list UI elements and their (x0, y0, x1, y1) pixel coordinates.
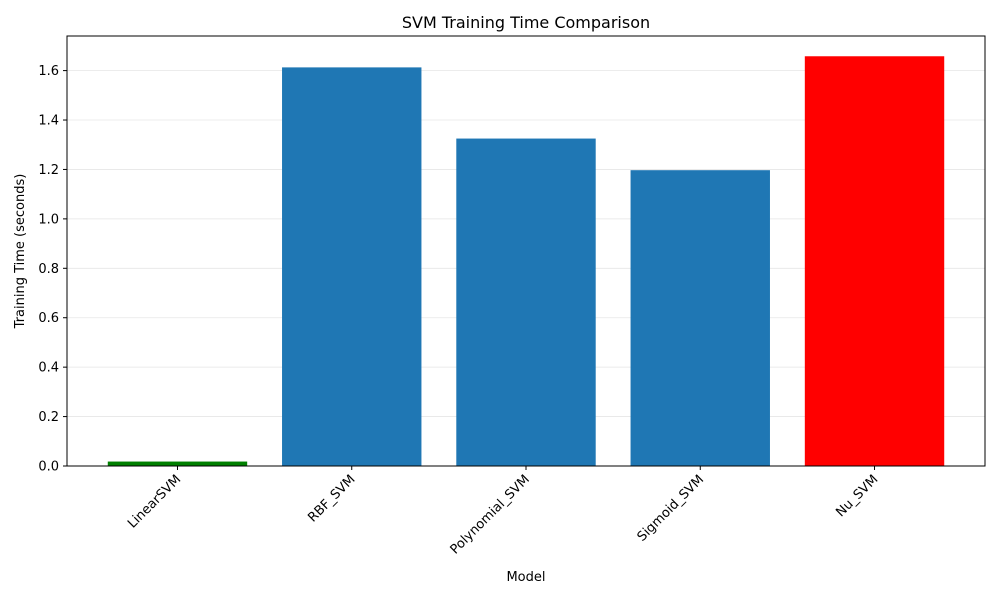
bars (107, 56, 945, 467)
y-tick-label: 1.4 (38, 114, 59, 129)
x-tick-label: LinearSVM (125, 472, 184, 531)
bar (107, 461, 248, 466)
x-tick-label: RBF_SVM (305, 472, 358, 525)
bar (804, 56, 945, 466)
x-axis-ticks: LinearSVM RBF_SVM Polynomial_SVM Sigmoid_SV… (125, 466, 881, 557)
y-axis-label: Training Time (seconds) (13, 174, 28, 330)
x-tick-label: Polynomial_SVM (448, 472, 533, 557)
y-tick-label: 0.8 (38, 262, 59, 277)
bar (630, 170, 770, 467)
x-axis-label: Model (506, 570, 545, 585)
bar (282, 67, 422, 466)
y-tick-label: 1.6 (38, 64, 59, 79)
x-tick-label: Sigmoid_SVM (635, 472, 707, 544)
y-tick-label: 0.4 (38, 361, 59, 376)
y-tick-label: 1.2 (38, 163, 59, 178)
y-tick-label: 0.2 (38, 410, 59, 425)
y-tick-label: 0.6 (38, 311, 59, 326)
y-tick-label: 1.0 (38, 212, 59, 227)
chart-title: SVM Training Time Comparison (402, 13, 650, 32)
y-tick-label: 0.0 (38, 460, 59, 475)
x-tick-label: Nu_SVM (833, 472, 881, 520)
bar (456, 138, 596, 466)
y-axis-ticks: 0.0 0.2 0.4 0.6 0.8 1.0 1.2 1.4 1.6 (38, 64, 67, 475)
